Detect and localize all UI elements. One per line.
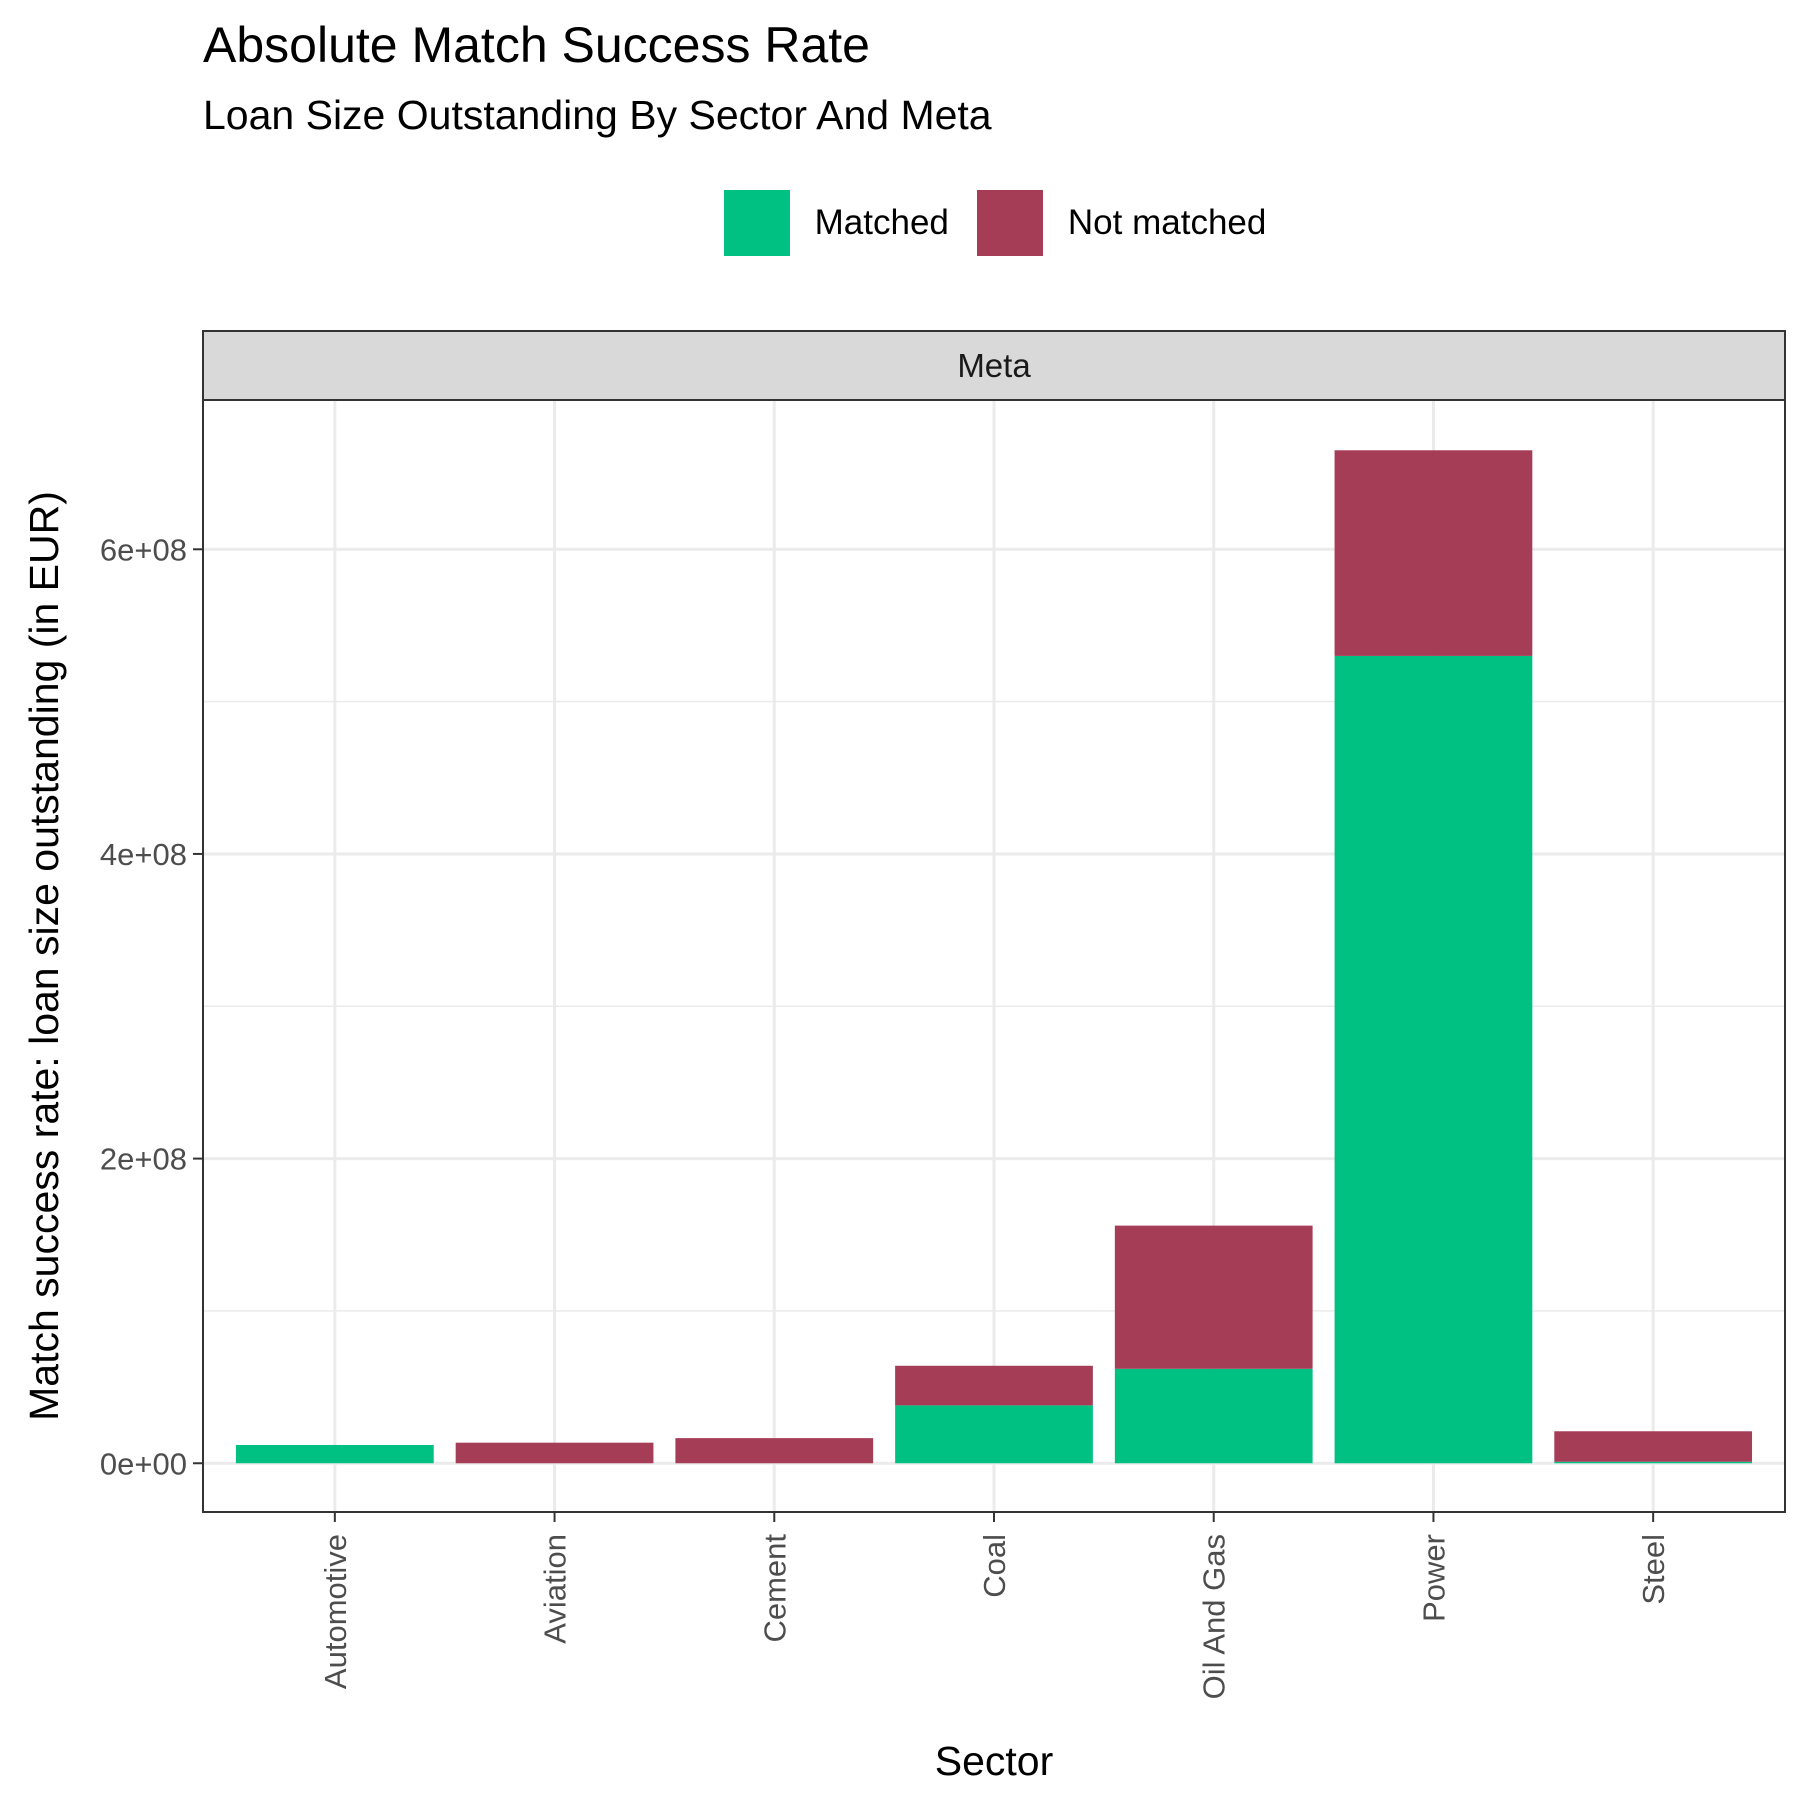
bar-matched xyxy=(235,1444,434,1464)
bar-not-matched xyxy=(675,1438,874,1464)
legend-label-matched: Matched xyxy=(814,203,949,242)
legend-item-matched: Matched xyxy=(723,190,949,256)
legend-item-not-matched: Not matched xyxy=(976,190,1267,256)
axis-layer: 0e+00 2e+08 4e+08 6e+08 Automotive Aviation Ce… xyxy=(100,532,1671,1699)
facet-strip-label: Meta xyxy=(957,347,1031,384)
x-tick-label: Steel xyxy=(1636,1534,1671,1605)
bar-matched xyxy=(1114,1368,1313,1464)
x-tick-label: Coal xyxy=(977,1534,1012,1598)
bar-not-matched xyxy=(1334,450,1533,656)
x-tick-label: Automotive xyxy=(318,1534,353,1689)
x-tick-label: Oil And Gas xyxy=(1197,1534,1232,1699)
y-axis-title: Match success rate: loan size outstandin… xyxy=(21,491,67,1421)
bar-not-matched xyxy=(895,1365,1093,1406)
bar-matched xyxy=(895,1405,1093,1464)
x-axis-title: Sector xyxy=(935,1738,1054,1784)
chart-subtitle: Loan Size Outstanding By Sector And Meta xyxy=(203,92,992,138)
legend-label-not-matched: Not matched xyxy=(1067,203,1267,242)
grid-layer xyxy=(203,400,1785,1512)
bar-matched xyxy=(1554,1461,1753,1464)
facet-strip xyxy=(202,330,1786,401)
y-tick-label: 2e+08 xyxy=(100,1142,187,1177)
y-tick-label: 4e+08 xyxy=(100,837,187,872)
legend-key-matched xyxy=(723,190,790,256)
x-tick-label: Power xyxy=(1416,1534,1451,1622)
x-tick-label: Aviation xyxy=(538,1534,573,1644)
x-tick-label: Cement xyxy=(757,1534,792,1643)
bar-not-matched xyxy=(455,1442,654,1464)
bar-matched xyxy=(1334,655,1533,1464)
bar-layer xyxy=(235,450,1753,1464)
bar-not-matched xyxy=(1554,1431,1753,1462)
legend-key-not-matched xyxy=(976,190,1043,256)
bar-not-matched xyxy=(1114,1225,1313,1369)
y-tick-label: 6e+08 xyxy=(100,532,187,567)
y-tick-label: 0e+00 xyxy=(100,1446,187,1481)
chart-title: Absolute Match Success Rate xyxy=(203,17,870,73)
legend: Matched Not matched xyxy=(95,190,1800,256)
